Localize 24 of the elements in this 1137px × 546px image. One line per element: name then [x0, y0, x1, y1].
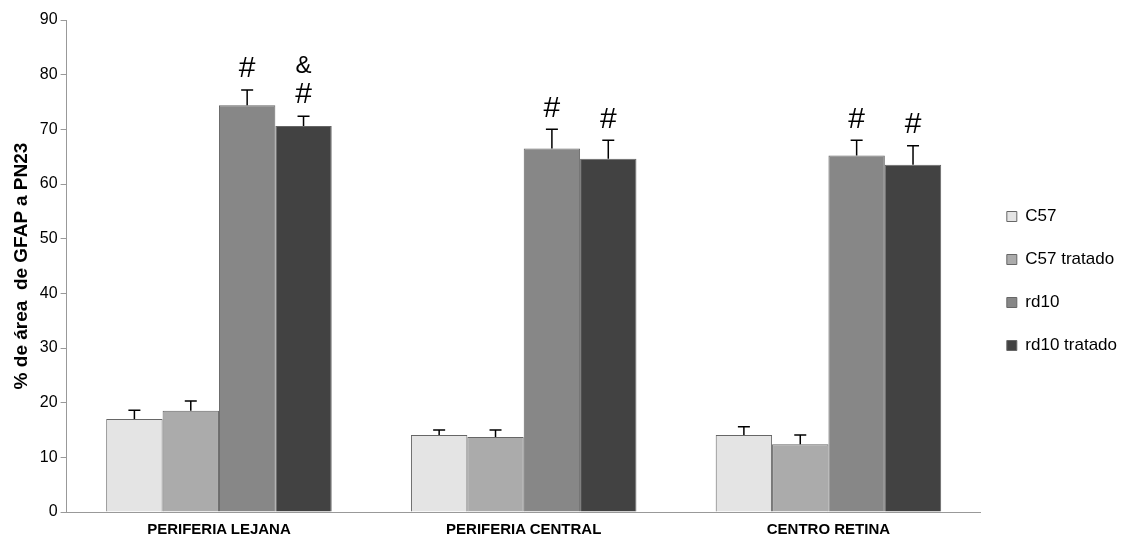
- y-tick-label: 70: [39, 119, 58, 137]
- data-label: #: [904, 106, 922, 139]
- data-label: #: [848, 100, 866, 134]
- y-tick-label: 0: [48, 502, 58, 520]
- legend-label: C57 tratado: [1025, 249, 1115, 269]
- y-tick-label: 60: [39, 174, 58, 192]
- y-tick-label: 10: [39, 447, 58, 465]
- legend-label: rd10 tratado: [1025, 335, 1118, 355]
- legend-label: C57: [1025, 206, 1057, 226]
- y-tick-label: 40: [39, 283, 58, 301]
- data-label: & #: [295, 50, 313, 110]
- y-tick-label: 30: [39, 338, 58, 356]
- y-tick-label: 20: [39, 393, 58, 411]
- legend-label: rd10: [1025, 292, 1060, 312]
- data-label: #: [599, 100, 617, 134]
- x-tick-label: CENTRO RETINA: [766, 520, 891, 538]
- x-tick-label: PERIFERIA CENTRAL: [446, 520, 602, 538]
- x-tick-label: PERIFERIA LEJANA: [147, 520, 291, 538]
- data-label: #: [238, 50, 256, 84]
- y-axis-title: % de área de GFAP a PN23: [9, 142, 31, 390]
- y-tick-label: 80: [39, 65, 58, 83]
- y-tick-label: 90: [39, 10, 58, 28]
- y-tick-label: 50: [39, 229, 58, 247]
- data-label: #: [543, 89, 561, 123]
